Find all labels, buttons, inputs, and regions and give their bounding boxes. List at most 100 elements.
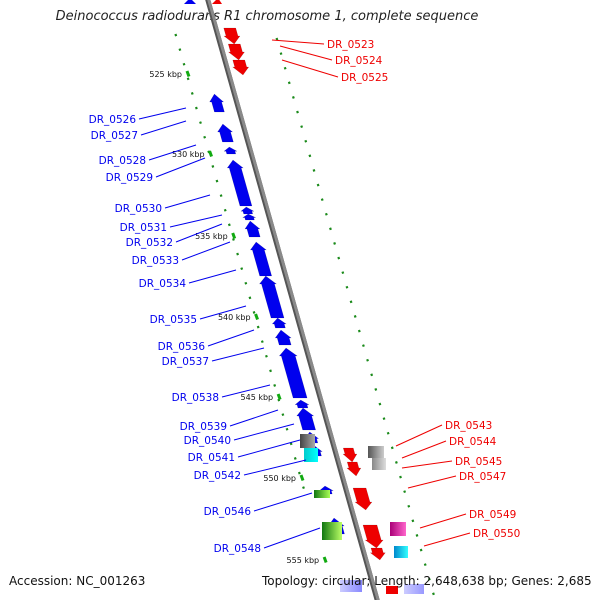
- kbp-label: 530 kbp: [172, 150, 205, 159]
- gene-label-left: DR_0530: [115, 203, 162, 215]
- tick-mark-left: [215, 179, 219, 183]
- tick-mark-left: [236, 252, 239, 256]
- tick-mark-left: [174, 33, 178, 37]
- topology-text: Topology: circular; Length: 2,648,638 bp…: [262, 574, 592, 588]
- tick-mark-left: [252, 311, 256, 314]
- reverse-gene-arrow: [184, 0, 196, 4]
- kbp-marker: [299, 474, 305, 482]
- forward-gene-arrow: [386, 586, 398, 594]
- reverse-gene-arrow: [244, 220, 261, 238]
- gene-label-left: DR_0529: [106, 172, 153, 184]
- gene-label-left: DR_0536: [158, 341, 206, 353]
- reverse-gene-arrow: [241, 213, 256, 221]
- tick-mark-right: [366, 358, 369, 362]
- kbp-marker: [231, 232, 237, 240]
- tick-mark-right: [349, 300, 353, 304]
- tick-mark-right: [287, 81, 291, 85]
- label-connector: [188, 269, 237, 284]
- gene-label-left: DR_0538: [172, 392, 219, 404]
- gene-label-left: DR_0539: [180, 421, 227, 433]
- feature-block: [322, 522, 342, 540]
- feature-block: [314, 490, 330, 498]
- label-connector: [419, 513, 467, 529]
- gene-label-left: DR_0542: [194, 470, 241, 482]
- tick-mark-right: [403, 490, 407, 494]
- gene-label-right: DR_0544: [449, 436, 497, 448]
- tick-mark-left: [244, 281, 248, 285]
- label-connector: [243, 459, 307, 476]
- kbp-label: 540 kbp: [218, 313, 251, 322]
- gene-label-right: DR_0524: [335, 55, 383, 67]
- tick-mark-right: [333, 242, 336, 245]
- tick-mark-right: [432, 592, 435, 596]
- tick-mark-left: [227, 223, 231, 227]
- tick-mark-right: [275, 37, 279, 41]
- accession-text: Accession: NC_001263: [9, 574, 146, 588]
- gene-label-left: DR_0537: [162, 356, 209, 368]
- label-connector: [155, 157, 206, 178]
- label-connector: [281, 59, 339, 78]
- reverse-gene-arrow: [223, 146, 238, 155]
- tick-mark-right: [300, 125, 304, 129]
- kbp-marker: [254, 313, 259, 321]
- feature-block: [300, 434, 315, 448]
- forward-gene-arrow: [362, 524, 384, 549]
- tick-mark-right: [399, 475, 402, 479]
- label-connector: [138, 107, 187, 120]
- kbp-label: 555 kbp: [287, 556, 320, 565]
- tick-mark-right: [357, 329, 361, 333]
- label-connector: [401, 440, 447, 459]
- label-connector: [140, 120, 187, 136]
- tick-mark-left: [281, 413, 285, 417]
- label-connector: [221, 384, 271, 398]
- gene-label-left: DR_0527: [91, 130, 138, 142]
- tick-mark-right: [386, 431, 390, 435]
- tick-mark-right: [411, 519, 415, 523]
- label-connector: [253, 492, 313, 512]
- label-connector: [395, 424, 443, 447]
- feature-block: [394, 546, 408, 558]
- tick-mark-right: [316, 183, 320, 187]
- reverse-gene-arrow: [296, 407, 316, 431]
- gene-label-left: DR_0535: [150, 314, 197, 326]
- tick-mark-right: [423, 563, 427, 567]
- tick-mark-right: [283, 66, 287, 70]
- gene-label-left: DR_0526: [89, 114, 137, 126]
- feature-block: [340, 580, 362, 592]
- forward-gene-arrow: [346, 461, 362, 477]
- tick-mark-right: [407, 504, 411, 508]
- label-connector: [233, 423, 295, 441]
- reverse-gene-arrow: [226, 159, 253, 207]
- gene-label-left: DR_0532: [126, 237, 173, 249]
- forward-gene-arrow: [369, 547, 386, 561]
- tick-mark-right: [324, 212, 328, 216]
- tick-mark-right: [374, 388, 378, 391]
- tick-mark-right: [353, 315, 357, 318]
- tick-mark-right: [419, 548, 423, 552]
- reverse-gene-arrow: [278, 347, 308, 399]
- tick-mark-left: [203, 135, 207, 139]
- tick-mark-left: [223, 208, 227, 212]
- reverse-gene-arrow: [274, 329, 292, 346]
- tick-mark-right: [394, 461, 398, 464]
- forward-gene-arrow: [227, 43, 245, 61]
- label-connector: [263, 527, 321, 549]
- tick-mark-right: [337, 256, 341, 260]
- label-connector: [181, 241, 231, 261]
- tick-mark-left: [190, 92, 194, 95]
- tick-mark-left: [289, 442, 293, 446]
- label-connector: [148, 144, 197, 161]
- kbp-label: 550 kbp: [263, 474, 296, 483]
- tick-mark-left: [297, 471, 301, 475]
- forward-gene-arrow: [223, 27, 241, 45]
- kbp-marker: [276, 393, 282, 401]
- label-connector: [207, 329, 255, 347]
- tick-mark-right: [279, 52, 283, 56]
- gene-label-right: DR_0550: [473, 528, 520, 540]
- forward-gene-arrow: [232, 59, 250, 76]
- tick-mark-right: [378, 402, 382, 406]
- gene-label-right: DR_0523: [327, 39, 374, 51]
- feature-block: [372, 458, 386, 470]
- feature-block: [304, 448, 318, 462]
